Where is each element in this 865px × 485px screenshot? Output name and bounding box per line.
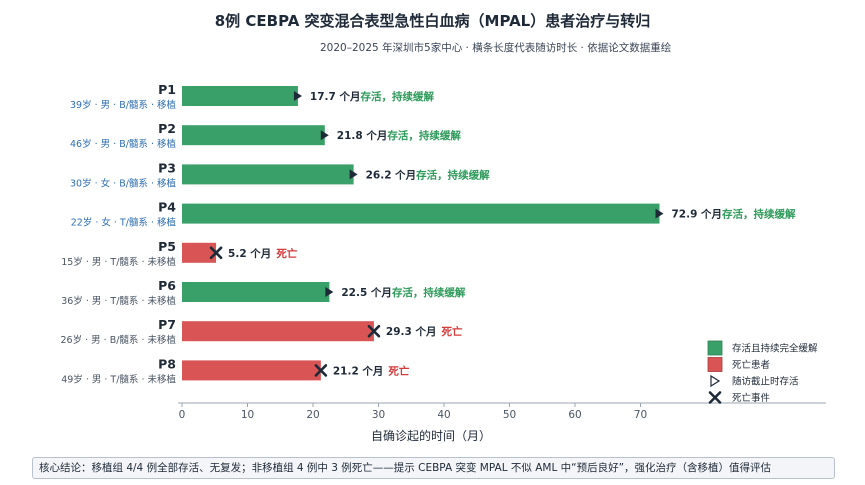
value-status-text: 存活，持续缓解 (387, 129, 461, 142)
bar-value-label: 26.2 个月存活，持续缓解 (366, 168, 491, 181)
value-months-text: 26.2 个月 (366, 168, 417, 181)
x-tick-label: 30 (372, 409, 385, 421)
chart-title: 8例 CEBPA 突变混合表型急性白血病（MPAL）患者治疗与转归 (214, 12, 651, 30)
bar-p8 (182, 360, 321, 381)
censor-marker (293, 91, 302, 101)
patient-info-label: 22岁 · 女 · T/髓系 · 移植 (71, 217, 177, 229)
bar-value-label: 21.2 个月 死亡 (333, 364, 410, 377)
bar-value-label: 29.3 个月 死亡 (386, 325, 463, 338)
bar-p4 (182, 203, 660, 224)
censor-marker (655, 208, 664, 219)
death-cross-stroke (209, 246, 223, 260)
bar-p5 (182, 242, 217, 263)
value-months-text: 17.7 个月 (310, 90, 361, 103)
x-tick-label: 0 (179, 409, 186, 421)
x-axis-label: 自确诊起的时间（月） (371, 428, 491, 443)
conclusion-box: 核心结论：移植组 4/4 例全部存活、无复发；非移植组 4 例中 3 例死亡——… (32, 457, 835, 479)
patient-info-label: 49岁 · 男 · T/髓系 · 未移植 (61, 373, 176, 385)
value-months-text: 21.8 个月 (337, 129, 388, 142)
value-months-text: 21.2 个月 (333, 364, 384, 377)
patient-info-label: 26岁 · 男 · B/髓系 · 未移植 (61, 334, 177, 346)
x-tick-label: 70 (634, 409, 647, 421)
legend-label-dead: 死亡患者 (732, 359, 770, 371)
value-months-text: 72.9 个月 (671, 208, 722, 221)
death-marker (314, 364, 328, 377)
patient-info-label: 36岁 · 男 · T/髓系 · 未移植 (61, 295, 176, 307)
censor-marker (320, 130, 329, 141)
patient-id-label: P8 (158, 356, 176, 371)
patient-info-label: 39岁 · 男 · B/髓系 · 移植 (70, 99, 176, 111)
value-months-text: 29.3 个月 (386, 325, 437, 338)
death-cross-stroke (708, 391, 722, 404)
bar-p2 (182, 125, 325, 146)
value-status-text: 死亡 (275, 247, 297, 260)
bar-value-label: 21.8 个月存活，持续缓解 (337, 129, 462, 142)
patient-id-label: P1 (158, 82, 176, 97)
bar-value-label: 72.9 个月存活，持续缓解 (671, 208, 796, 221)
legend-swatch-dead (707, 357, 723, 372)
death-cross-stroke (314, 364, 328, 377)
legend-death-icon (708, 391, 722, 404)
death-marker (209, 246, 223, 260)
patient-id-label: P4 (158, 200, 176, 215)
legend-label-event: 死亡事件 (732, 392, 771, 404)
value-status-text: 存活，持续缓解 (392, 286, 466, 299)
value-status-text: 存活，持续缓解 (360, 90, 434, 103)
censor-marker (325, 287, 334, 297)
x-tick-label: 10 (241, 409, 254, 421)
bar-p7 (182, 321, 374, 342)
patient-id-label: P6 (158, 278, 176, 293)
patient-info-label: 30岁 · 女 · B/髓系 · 移植 (70, 177, 176, 189)
patient-id-label: P5 (158, 239, 176, 254)
patient-info-label: 15岁 · 男 · T/髓系 · 未移植 (61, 256, 176, 268)
value-status-text: 死亡 (387, 364, 409, 377)
bar-p6 (182, 282, 330, 302)
bar-p1 (182, 86, 298, 106)
death-cross-stroke (367, 324, 381, 338)
legend-swatch-alive (707, 340, 723, 356)
legend-censor-icon (710, 374, 721, 388)
bar-p3 (182, 164, 354, 185)
death-marker (367, 324, 381, 338)
legend-label-censor: 随访截止时存活 (732, 376, 799, 388)
value-months-text: 22.5 个月 (341, 286, 392, 299)
value-status-text: 存活，持续缓解 (722, 208, 796, 221)
censor-marker (349, 169, 358, 180)
patient-id-label: P2 (158, 121, 176, 136)
chart-subtitle: 2020–2025 年深圳市5家中心 · 横条长度代表随访时长 · 依据论文数据… (320, 42, 672, 54)
bar-value-label: 22.5 个月存活，持续缓解 (341, 286, 466, 299)
legend-label-alive: 存活且持续完全缓解 (732, 343, 818, 355)
patient-id-label: P7 (158, 317, 176, 332)
x-tick-label: 40 (437, 409, 450, 421)
bar-value-label: 5.2 个月 死亡 (228, 247, 298, 260)
value-months-text: 5.2 个月 (228, 247, 271, 260)
value-status-text: 死亡 (440, 325, 462, 338)
bar-value-label: 17.7 个月存活，持续缓解 (310, 90, 435, 103)
x-tick-label: 60 (568, 409, 581, 421)
patient-id-label: P3 (158, 160, 176, 175)
x-tick-label: 20 (306, 409, 319, 421)
x-tick-label: 50 (503, 409, 516, 421)
patient-info-label: 46岁 · 男 · B/髓系 · 移植 (70, 138, 176, 150)
value-status-text: 存活，持续缓解 (416, 168, 490, 181)
